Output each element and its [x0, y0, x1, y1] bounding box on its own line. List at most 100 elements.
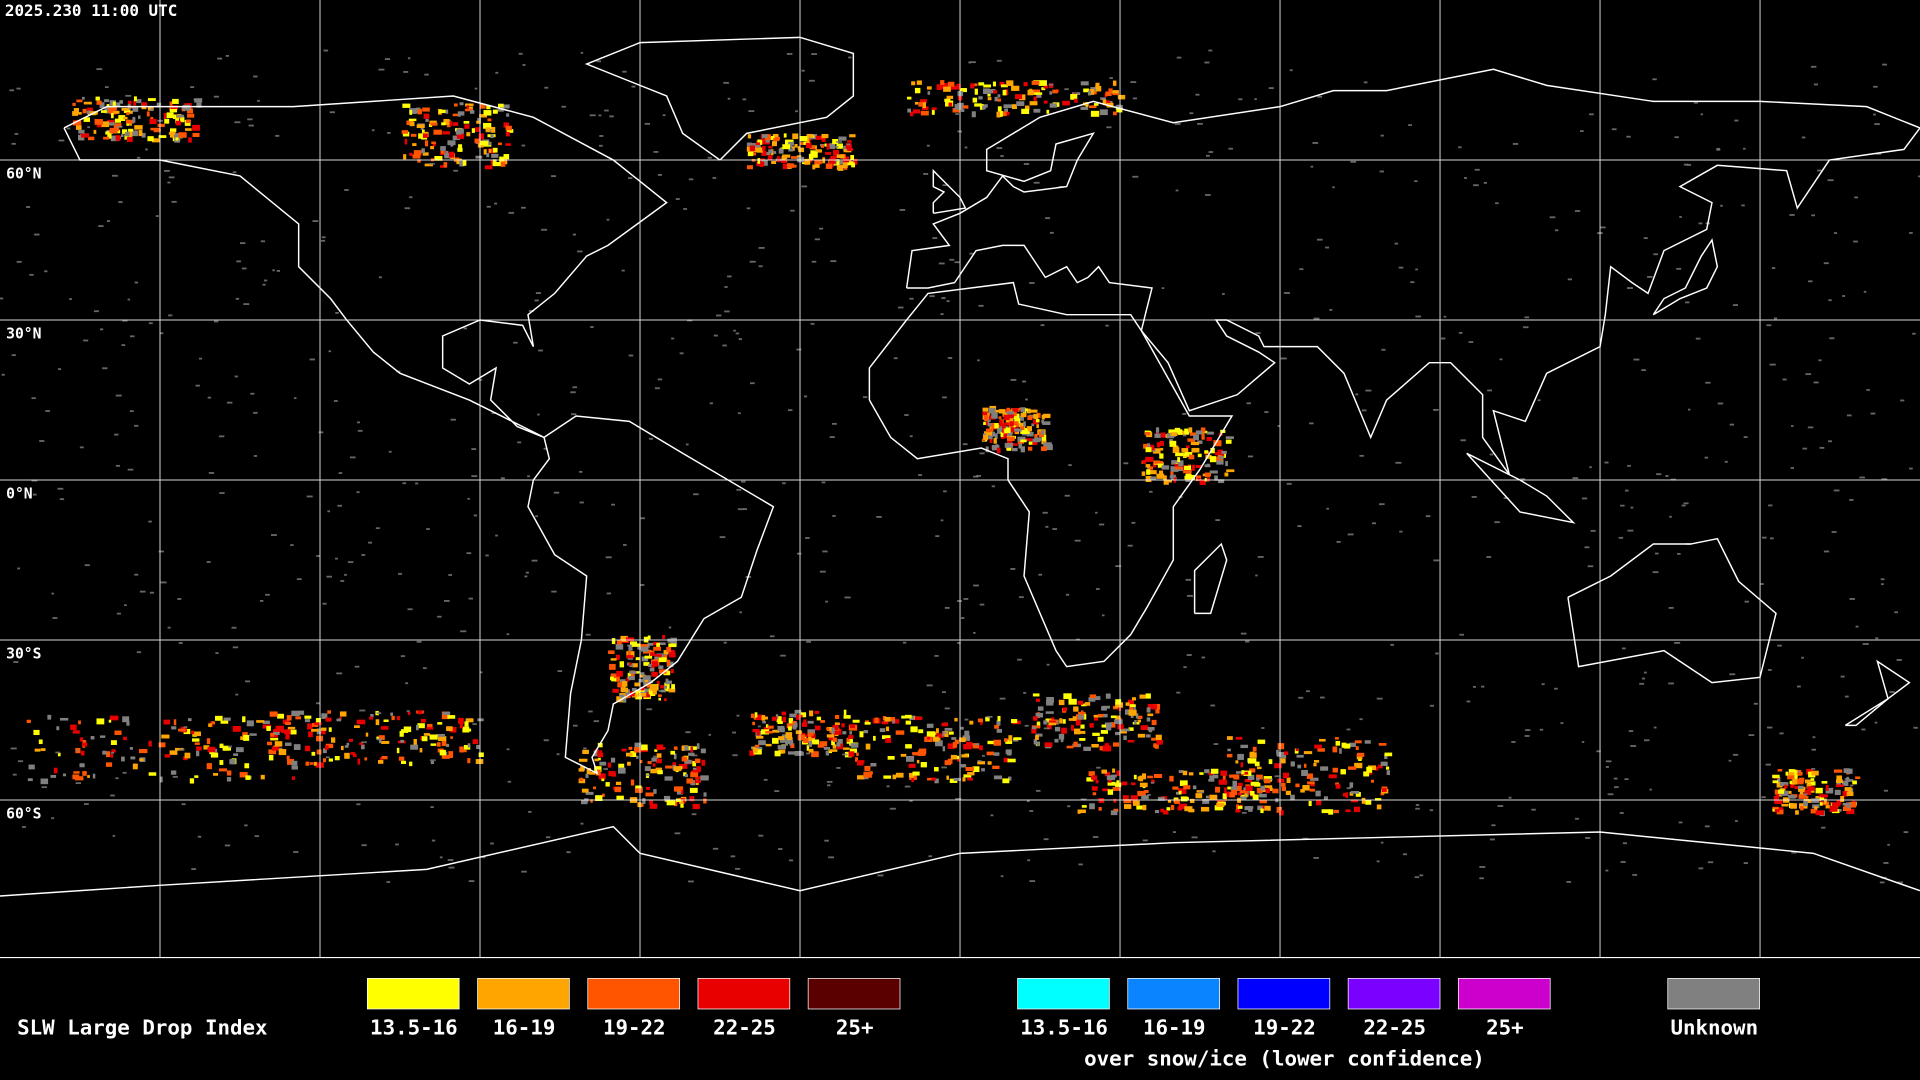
unknown-pixel — [234, 121, 241, 124]
cloud-pixel — [1102, 788, 1110, 792]
cloud-pixel — [1290, 761, 1295, 767]
cloud-pixel — [322, 748, 327, 754]
unknown-pixel — [1247, 455, 1254, 458]
cloud-pixel — [172, 98, 179, 104]
cloud-pixel — [1143, 443, 1148, 449]
unknown-pixel — [340, 580, 345, 582]
cloud-pixel — [1073, 741, 1078, 747]
unknown-pixel — [1566, 881, 1572, 883]
unknown-pixel — [39, 440, 45, 442]
unknown-pixel — [1029, 810, 1034, 812]
cloud-pixel — [778, 736, 785, 741]
cloud-pixel — [983, 434, 988, 441]
cloud-pixel — [424, 163, 433, 167]
cloud-pixel — [467, 758, 471, 764]
unknown-pixel — [1704, 825, 1710, 828]
cloud-pixel — [396, 747, 400, 754]
unknown-pixel — [9, 89, 15, 92]
cloud-pixel — [166, 112, 174, 119]
cloud-pixel — [192, 132, 200, 137]
cloud-pixel — [1224, 472, 1229, 477]
cloud-pixel — [196, 746, 202, 751]
cloud-pixel — [1268, 759, 1273, 765]
cloud-pixel — [1307, 781, 1315, 785]
cloud-pixel — [1141, 795, 1149, 800]
cloud-pixel — [941, 83, 948, 89]
cloud-pixel — [1134, 720, 1137, 725]
cloud-pixel — [1320, 766, 1329, 771]
unknown-pixel — [805, 537, 810, 539]
cloud-pixel — [616, 640, 622, 645]
cloud-pixel — [634, 682, 640, 687]
unknown-pixel — [407, 57, 411, 60]
unknown-pixel — [758, 265, 763, 268]
cloud-pixel — [1281, 782, 1286, 787]
cloud-pixel — [1049, 83, 1054, 89]
cloud-pixel — [127, 131, 133, 138]
cloud-pixel — [979, 745, 983, 751]
unknown-pixel — [468, 880, 475, 882]
cloud-pixel — [1159, 453, 1164, 459]
unknown-pixel — [136, 651, 142, 654]
unknown-pixel — [1429, 704, 1435, 707]
cloud-pixel — [83, 117, 90, 122]
unknown-pixel — [1585, 837, 1591, 839]
cloud-pixel — [633, 747, 641, 753]
cloud-pixel — [169, 101, 173, 106]
unknown-pixel — [1280, 357, 1287, 360]
cloud-pixel — [34, 748, 41, 752]
cloud-pixel — [327, 710, 331, 714]
cloud-pixel — [1106, 775, 1116, 781]
unknown-pixel — [944, 731, 948, 734]
cloud-pixel — [1080, 724, 1085, 729]
unknown-pixel — [736, 714, 740, 717]
unknown-pixel — [1589, 466, 1592, 469]
cloud-pixel — [450, 142, 454, 147]
cloud-pixel — [194, 742, 200, 745]
cloud-pixel — [1252, 746, 1257, 752]
unknown-pixel — [218, 435, 225, 438]
unknown-pixel — [1204, 61, 1210, 64]
unknown-pixel — [344, 573, 347, 576]
cloud-pixel — [169, 750, 178, 755]
cloud-pixel — [1116, 107, 1123, 113]
cloud-pixel — [1006, 80, 1014, 87]
cloud-pixel — [992, 765, 1000, 770]
cloud-pixel — [670, 669, 674, 674]
cloud-pixel — [982, 105, 986, 110]
cloud-pixel — [1843, 768, 1850, 774]
unknown-pixel — [1000, 155, 1004, 157]
cloud-pixel — [399, 731, 404, 737]
cloud-pixel — [1241, 770, 1245, 774]
cloud-pixel — [1146, 734, 1151, 738]
cloud-pixel — [614, 786, 622, 793]
cloud-pixel — [1790, 784, 1794, 789]
cloud-pixel — [994, 423, 999, 429]
cloud-pixel — [857, 775, 865, 780]
cloud-pixel — [82, 96, 85, 100]
unknown-pixel — [893, 357, 898, 360]
unknown-pixel — [1632, 874, 1638, 876]
cloud-pixel — [446, 726, 453, 732]
unknown-pixel — [909, 799, 913, 802]
cloud-pixel — [1784, 784, 1788, 789]
unknown-pixel — [1098, 523, 1105, 526]
unknown-pixel — [1473, 184, 1479, 187]
unknown-pixel — [234, 375, 238, 378]
cloud-pixel — [668, 649, 675, 653]
cloud-pixel — [1296, 754, 1304, 758]
cloud-pixel — [1335, 740, 1341, 746]
cloud-pixel — [1130, 795, 1138, 801]
unknown-pixel — [335, 557, 338, 560]
cloud-pixel — [1094, 696, 1101, 701]
cloud-pixel — [689, 796, 695, 802]
cloud-pixel — [615, 644, 624, 650]
unknown-pixel — [1624, 778, 1629, 781]
unknown-pixel — [1380, 841, 1384, 844]
cloud-pixel — [1833, 769, 1843, 773]
cloud-pixel — [594, 766, 602, 773]
cloud-pixel — [436, 742, 441, 747]
cloud-pixel — [1807, 786, 1815, 791]
cloud-pixel — [932, 736, 939, 742]
cloud-pixel — [594, 758, 599, 762]
